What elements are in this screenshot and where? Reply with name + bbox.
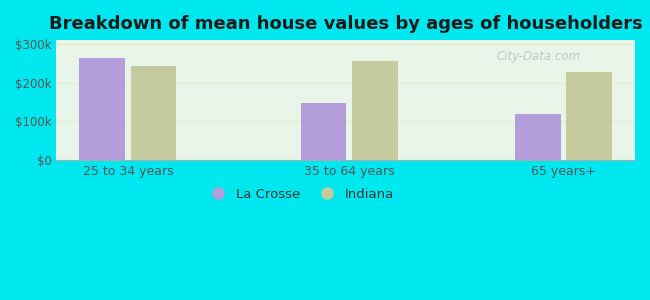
Bar [515, 114, 561, 160]
Bar [566, 72, 612, 160]
Bar [79, 58, 125, 160]
Bar [131, 66, 176, 160]
Legend: La Crosse, Indiana: La Crosse, Indiana [199, 182, 400, 206]
Bar [352, 61, 398, 160]
Title: Breakdown of mean house values by ages of householders: Breakdown of mean house values by ages o… [49, 15, 643, 33]
Text: City-Data.com: City-Data.com [496, 50, 580, 63]
Bar [301, 103, 346, 160]
